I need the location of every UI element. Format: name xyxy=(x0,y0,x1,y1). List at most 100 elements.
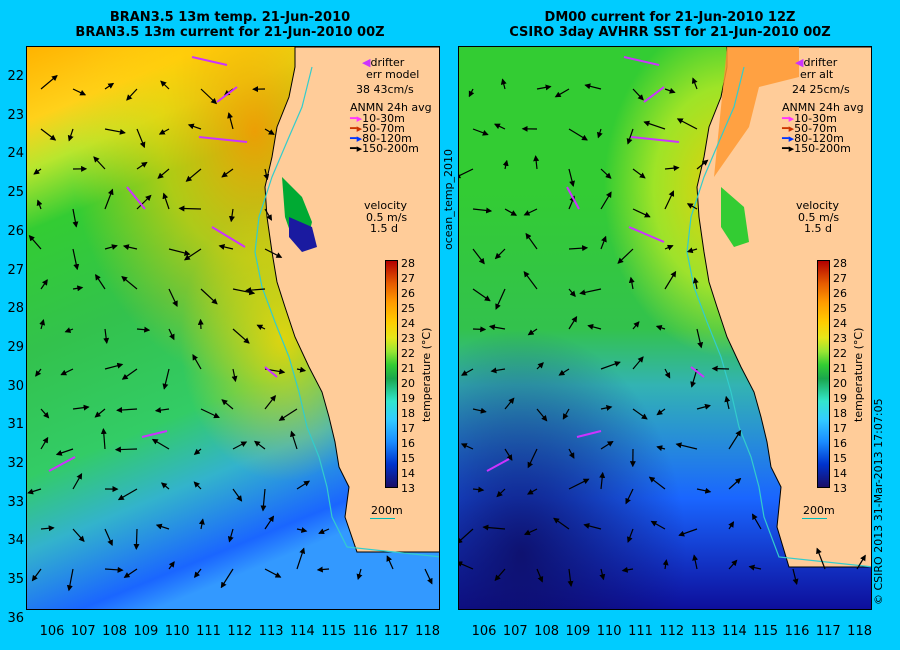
current-arrow xyxy=(472,248,485,265)
current-arrow xyxy=(600,235,607,250)
current-arrow xyxy=(193,481,202,490)
current-arrow xyxy=(160,482,170,490)
current-arrow xyxy=(122,244,138,251)
current-arrow xyxy=(93,156,106,170)
current-arrow xyxy=(583,523,602,530)
current-arrow xyxy=(192,354,202,370)
current-arrow xyxy=(256,324,266,331)
right-anmn-title: ANMN 24h avg xyxy=(782,101,864,114)
colorbar-tick: 21 xyxy=(833,362,847,375)
longitude-tick: 108 xyxy=(102,624,127,639)
current-arrow xyxy=(468,88,475,98)
current-arrow xyxy=(632,408,648,420)
current-arrow xyxy=(676,118,698,130)
current-arrow xyxy=(568,245,589,252)
left-drifter-label: ◀drifter xyxy=(362,56,405,69)
current-arrow xyxy=(136,161,148,170)
current-arrow xyxy=(664,87,676,94)
current-arrow xyxy=(40,525,55,532)
longitude-tick: 106 xyxy=(471,624,497,639)
colorbar-tick: 14 xyxy=(833,467,847,480)
current-arrow xyxy=(126,88,138,101)
current-arrow xyxy=(461,368,474,376)
latitude-tick: 30 xyxy=(7,378,24,394)
current-arrow xyxy=(72,208,79,228)
longitude-tick: 117 xyxy=(815,624,841,639)
current-arrow xyxy=(459,528,474,544)
current-arrow xyxy=(553,517,570,530)
longitude-tick: 117 xyxy=(383,624,409,639)
colorbar-tick: 25 xyxy=(833,302,847,315)
colorbar-tick: 18 xyxy=(401,407,415,420)
current-arrow xyxy=(692,277,699,290)
longitude-tick: 115 xyxy=(753,624,779,639)
current-arrow xyxy=(290,430,298,450)
current-arrow xyxy=(60,368,74,376)
colorbar-tick: 16 xyxy=(401,437,415,450)
current-arrow xyxy=(162,368,170,390)
current-arrow xyxy=(136,194,152,210)
left-isobath xyxy=(254,66,439,558)
current-arrow xyxy=(523,208,538,216)
latitude-tick: 36 xyxy=(7,610,24,626)
longitude-tick: 106 xyxy=(39,624,65,639)
left-map-panel[interactable] xyxy=(26,46,440,610)
longitude-tick: 107 xyxy=(502,624,528,639)
current-arrow xyxy=(600,404,613,411)
current-arrow xyxy=(136,326,151,333)
colorbar-tick: 23 xyxy=(833,332,847,345)
current-arrow xyxy=(104,244,118,250)
current-arrow xyxy=(584,83,602,90)
current-arrow xyxy=(691,77,698,90)
current-arrow xyxy=(482,524,506,531)
current-arrow xyxy=(502,159,509,170)
left-title-line1: BRAN3.5 13m temp. 21-Jun-2010 xyxy=(109,10,351,25)
left-scale-line xyxy=(370,518,395,519)
right-map-panel[interactable] xyxy=(458,46,872,610)
current-arrow xyxy=(664,270,677,290)
current-arrow xyxy=(554,88,570,98)
left-velocity-value: 0.5 m/s xyxy=(366,211,408,224)
current-arrow xyxy=(198,518,205,530)
left-velocity-label: velocity xyxy=(364,199,407,212)
current-arrow xyxy=(232,328,250,344)
right-velocity-value: 0.5 m/s xyxy=(798,211,840,224)
right-anmn-item-80-120: ━▸80-120m xyxy=(782,132,844,145)
current-arrow xyxy=(664,368,671,379)
current-arrow xyxy=(296,547,306,570)
current-arrow xyxy=(728,521,735,530)
right-colorbar xyxy=(817,260,830,488)
left-velocity-time: 1.5 d xyxy=(370,222,398,235)
current-arrow xyxy=(264,568,282,578)
latitude-tick: 23 xyxy=(7,107,24,123)
current-arrow xyxy=(386,555,394,570)
current-arrow xyxy=(751,513,762,530)
current-arrow xyxy=(318,528,330,535)
current-arrow xyxy=(193,568,202,578)
current-arrow xyxy=(504,397,515,410)
current-arrow xyxy=(533,155,540,170)
colorbar-tick: 22 xyxy=(833,347,847,360)
colorbar-tick: 20 xyxy=(833,377,847,390)
right-err-label: err alt xyxy=(800,68,834,81)
current-arrow xyxy=(460,443,474,450)
current-arrow xyxy=(500,78,507,90)
longitude-tick: 110 xyxy=(164,624,190,639)
latitude-tick: 31 xyxy=(7,417,24,433)
current-arrow xyxy=(185,168,202,182)
current-arrow xyxy=(650,520,666,530)
current-arrow xyxy=(200,408,220,419)
current-arrow xyxy=(472,326,487,333)
right-anmn-list: ━▸10-30m ━▸50-70m ━▸80-120m ━▸150-200m xyxy=(782,113,851,154)
current-arrow xyxy=(228,208,235,223)
current-arrow xyxy=(100,428,107,450)
colorbar-tick: 17 xyxy=(833,422,847,435)
current-arrow xyxy=(231,368,238,383)
current-arrow xyxy=(55,448,74,456)
right-side-label: © CSIRO 2013 31-Mar-2013 17:07:05 xyxy=(872,398,885,605)
current-arrow xyxy=(728,429,742,450)
colorbar-tick: 14 xyxy=(401,467,415,480)
right-err-values: 24 25cm/s xyxy=(792,83,850,96)
left-err-values: 38 43cm/s xyxy=(356,83,414,96)
current-arrow xyxy=(33,168,42,175)
